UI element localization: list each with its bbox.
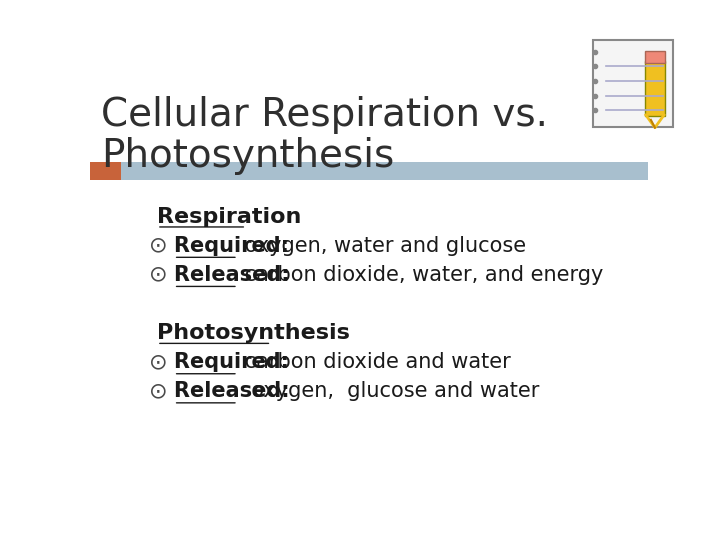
FancyBboxPatch shape xyxy=(645,51,665,63)
Text: carbon dioxide, water, and energy: carbon dioxide, water, and energy xyxy=(238,265,603,285)
Text: Required:: Required: xyxy=(174,235,296,255)
FancyBboxPatch shape xyxy=(90,161,121,180)
Text: oxygen, water and glucose: oxygen, water and glucose xyxy=(238,235,526,255)
FancyBboxPatch shape xyxy=(593,40,673,127)
Text: Photosynthesis: Photosynthesis xyxy=(157,323,350,343)
Text: ⊙: ⊙ xyxy=(148,352,167,372)
Text: Released:: Released: xyxy=(174,381,297,401)
Text: Released:: Released: xyxy=(174,265,297,285)
FancyBboxPatch shape xyxy=(645,60,665,116)
FancyBboxPatch shape xyxy=(90,161,648,180)
Text: oxygen,  glucose and water: oxygen, glucose and water xyxy=(238,381,539,401)
Text: Cellular Respiration vs.: Cellular Respiration vs. xyxy=(101,96,548,134)
Text: ⊙: ⊙ xyxy=(148,381,167,401)
Text: Required:: Required: xyxy=(174,352,296,372)
Text: Photosynthesis: Photosynthesis xyxy=(101,137,395,176)
Text: ⊙: ⊙ xyxy=(148,235,167,255)
Text: carbon dioxide and water: carbon dioxide and water xyxy=(238,352,510,372)
Text: ⊙: ⊙ xyxy=(148,265,167,285)
Text: Respiration: Respiration xyxy=(157,207,302,227)
